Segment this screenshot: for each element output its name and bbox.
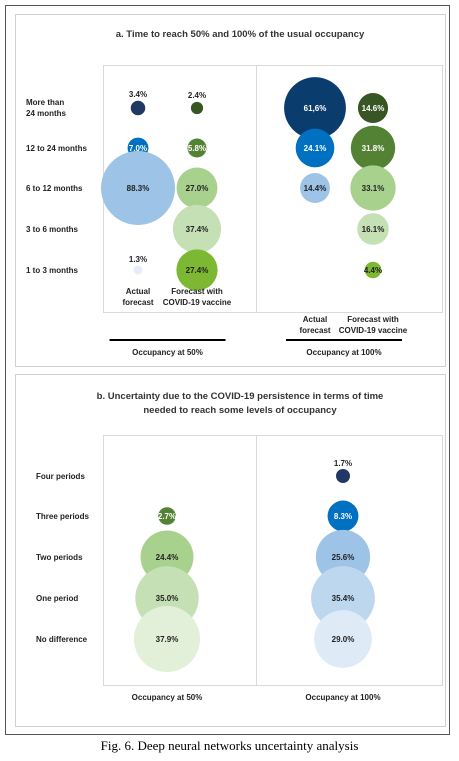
bubble [314,610,372,668]
bubble [350,165,396,211]
caption: Fig. 6. Deep neural networks uncertainty… [100,738,359,753]
bubble-label: 4.4% [363,265,383,275]
group-label: Occupancy at 50% [131,692,203,702]
bubble [133,265,143,275]
bubble-label: 29.0% [331,634,355,644]
series-label: Forecast with COVID-19 vaccine [162,287,232,307]
bubble [327,500,359,532]
bubble-label: 2.4% [187,91,207,101]
bubble [176,249,218,291]
bubble-label: 27.0% [185,183,209,193]
bubble-label: 3.4% [128,90,148,100]
bubble [336,469,350,483]
series-label: Forecast with COVID-19 vaccine [338,315,408,335]
row-label: 6 to 12 months [26,183,83,193]
bubble [284,77,346,139]
bubble-label: 25.6% [331,552,355,562]
bubble-label: 16.1% [361,224,385,234]
row-label: One period [36,593,79,603]
bubble-label: 88.3% [126,183,150,193]
bubble [295,128,335,168]
bubble-label: 8.3% [333,511,353,521]
bubble-label: 7.0% [128,143,148,153]
row-label: Three periods [36,511,89,521]
series-label: Actual forecast [299,315,331,335]
bubble-label: 1.7% [333,458,353,468]
bubble [190,101,204,115]
bubble-label: 24.4% [155,552,179,562]
row-label: More than 24 months [26,98,67,118]
bubble [176,167,218,209]
bubble-label: 33.1% [361,183,385,193]
bubble [357,92,389,124]
bubble [130,100,146,116]
bubble-label: 37.4% [185,224,209,234]
chart-title: b. Uncertainty due to the COVID-19 persi… [96,391,384,416]
bubble [357,213,389,245]
row-label: Two periods [36,552,83,562]
chart-title: a. Time to reach 50% and 100% of the usu… [115,29,365,40]
bubble-label: 2.7% [157,511,177,521]
bubble-label: 14.4% [303,183,327,193]
bubble [158,507,176,525]
bubble [134,606,200,672]
bubble-label: 31.8% [361,143,385,153]
group-label: Occupancy at 100% [305,692,381,702]
bubble [300,173,330,203]
row-label: 12 to 24 months [26,143,87,153]
bubble-label: 27.4% [185,265,209,275]
bubble-label: 35.4% [331,593,355,603]
bubble [350,125,396,171]
bubble [101,151,175,225]
plot-area [103,435,443,686]
figure-frame [5,5,450,735]
group-label: Occupancy at 100% [306,347,382,357]
bubble-label: 37.9% [155,634,179,644]
group-label: Occupancy at 50% [132,347,203,357]
bubble-label: 24.1% [303,143,327,153]
panel-b-box [15,374,446,727]
bubble-label: 61,6% [303,103,327,113]
bubble-label: 5.8% [187,143,207,153]
bubble-label: 1.3% [128,255,148,264]
bubble [364,261,382,279]
row-label: 1 to 3 months [26,265,79,275]
bubble [187,138,207,158]
row-label: 3 to 6 months [26,224,79,234]
row-label: No difference [36,634,88,644]
row-label: Four periods [36,471,85,481]
bubble-label: 35.0% [155,593,179,603]
series-label: Actual forecast [122,287,154,307]
bubble [311,566,375,630]
bubble-label: 14.6% [361,103,385,113]
bubble [172,204,222,254]
